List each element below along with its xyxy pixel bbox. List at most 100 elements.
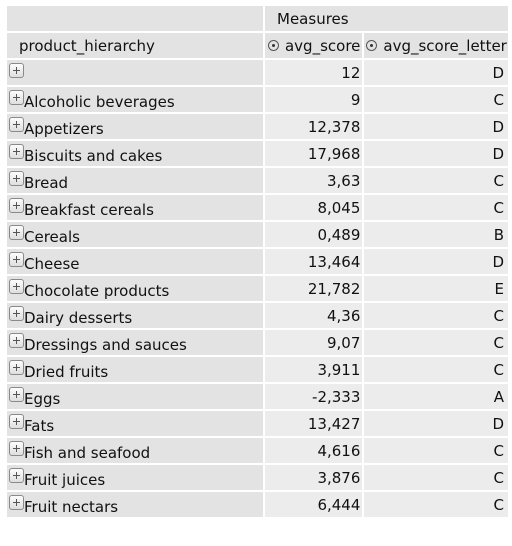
- avg-score-letter-cell: C: [364, 492, 508, 517]
- row-header: Appetizers: [7, 114, 264, 139]
- avg-score-cell: 4,616: [265, 438, 363, 463]
- avg-score-cell: 9,07: [265, 330, 363, 355]
- avg-score-cell: 17,968: [265, 141, 363, 166]
- avg-score-letter-cell: C: [364, 465, 508, 490]
- header-corner: [7, 6, 264, 31]
- header-row-columns: product_hierarchy avg_score avg_score_le…: [7, 33, 508, 58]
- avg-score-cell: 9: [265, 87, 363, 112]
- row-label: Alcoholic beverages: [24, 92, 175, 111]
- avg-score-cell: 13,427: [265, 411, 363, 436]
- row-label: Dried fruits: [24, 362, 109, 381]
- avg-score-letter-cell: E: [364, 276, 508, 301]
- expand-plus-icon[interactable]: [9, 198, 24, 214]
- avg-score-cell: 21,782: [265, 276, 363, 301]
- expand-plus-icon[interactable]: [9, 495, 24, 511]
- avg-score-header[interactable]: avg_score: [265, 33, 363, 58]
- row-header: Alcoholic beverages: [7, 87, 264, 112]
- row-label: Biscuits and cakes: [24, 146, 163, 165]
- expand-plus-icon[interactable]: [9, 63, 24, 79]
- row-header: Breakfast cereals: [7, 195, 264, 220]
- expand-plus-icon[interactable]: [9, 225, 24, 241]
- expand-plus-icon[interactable]: [9, 171, 24, 187]
- table-row: Dried fruits 3,911 C: [7, 357, 508, 382]
- avg-score-letter-header-label: avg_score_letter: [383, 36, 507, 55]
- row-label: Cheese: [24, 254, 80, 273]
- row-label: Bread: [24, 173, 69, 192]
- avg-score-letter-cell: B: [364, 222, 508, 247]
- avg-score-cell: -2,333: [265, 384, 363, 409]
- table-row: Cheese 13,464 D: [7, 249, 508, 274]
- table-row: Cereals 0,489 B: [7, 222, 508, 247]
- expand-plus-icon[interactable]: [9, 387, 24, 403]
- header-row-measures: Measures: [7, 6, 508, 31]
- table-row: Bread 3,63 C: [7, 168, 508, 193]
- row-label: Fish and seafood: [24, 443, 151, 462]
- avg-score-letter-cell: C: [364, 195, 508, 220]
- table-row: Fish and seafood 4,616 C: [7, 438, 508, 463]
- avg-score-header-label: avg_score: [284, 36, 361, 55]
- row-header: Fish and seafood: [7, 438, 264, 463]
- avg-score-letter-header[interactable]: avg_score_letter: [364, 33, 508, 58]
- table-row: Dressings and sauces 9,07 C: [7, 330, 508, 355]
- avg-score-letter-cell: C: [364, 87, 508, 112]
- avg-score-letter-cell: C: [364, 168, 508, 193]
- expand-plus-icon[interactable]: [9, 360, 24, 376]
- avg-score-cell: 8,045: [265, 195, 363, 220]
- table-row: Eggs -2,333 A: [7, 384, 508, 409]
- row-header: Dressings and sauces: [7, 330, 264, 355]
- table-row: Appetizers 12,378 D: [7, 114, 508, 139]
- row-header: Cereals: [7, 222, 264, 247]
- row-label: Fruit nectars: [24, 497, 119, 516]
- table-row: Fruit nectars 6,444 C: [7, 492, 508, 517]
- row-header: Dried fruits: [7, 357, 264, 382]
- row-header: [7, 60, 264, 85]
- row-label: Fats: [24, 416, 55, 435]
- expand-plus-icon[interactable]: [9, 306, 24, 322]
- avg-score-cell: 12: [265, 60, 363, 85]
- sort-radio-icon[interactable]: [267, 39, 279, 51]
- expand-plus-icon[interactable]: [9, 117, 24, 133]
- avg-score-cell: 0,489: [265, 222, 363, 247]
- row-header: Biscuits and cakes: [7, 141, 264, 166]
- table-row: Biscuits and cakes 17,968 D: [7, 141, 508, 166]
- expand-plus-icon[interactable]: [9, 333, 24, 349]
- measures-header[interactable]: Measures: [265, 6, 508, 31]
- avg-score-letter-cell: D: [364, 114, 508, 139]
- row-label: Fruit juices: [24, 470, 106, 489]
- avg-score-letter-cell: D: [364, 141, 508, 166]
- row-header: Chocolate products: [7, 276, 264, 301]
- row-label: Eggs: [24, 389, 61, 408]
- sort-radio-icon[interactable]: [366, 39, 378, 51]
- table-row: Alcoholic beverages 9 C: [7, 87, 508, 112]
- avg-score-cell: 6,444: [265, 492, 363, 517]
- row-header: Fats: [7, 411, 264, 436]
- expand-plus-icon[interactable]: [9, 414, 24, 430]
- avg-score-cell: 4,36: [265, 303, 363, 328]
- row-label: Appetizers: [24, 119, 104, 138]
- table-row: Chocolate products 21,782 E: [7, 276, 508, 301]
- row-label: Dairy desserts: [24, 308, 133, 327]
- table-row: Fruit juices 3,876 C: [7, 465, 508, 490]
- avg-score-cell: 3,911: [265, 357, 363, 382]
- row-label: Cereals: [24, 227, 80, 246]
- expand-plus-icon[interactable]: [9, 144, 24, 160]
- avg-score-cell: 3,63: [265, 168, 363, 193]
- expand-plus-icon[interactable]: [9, 441, 24, 457]
- table-row: 12 D: [7, 60, 508, 85]
- row-header: Eggs: [7, 384, 264, 409]
- avg-score-cell: 12,378: [265, 114, 363, 139]
- avg-score-letter-cell: C: [364, 357, 508, 382]
- expand-plus-icon[interactable]: [9, 279, 24, 295]
- row-label: Dressings and sauces: [24, 335, 187, 354]
- avg-score-letter-cell: D: [364, 60, 508, 85]
- row-dimension-header[interactable]: product_hierarchy: [7, 33, 264, 58]
- row-header: Bread: [7, 168, 264, 193]
- expand-plus-icon[interactable]: [9, 90, 24, 106]
- row-header: Fruit nectars: [7, 492, 264, 517]
- avg-score-letter-cell: C: [364, 330, 508, 355]
- avg-score-letter-cell: C: [364, 438, 508, 463]
- avg-score-cell: 13,464: [265, 249, 363, 274]
- expand-plus-icon[interactable]: [9, 252, 24, 268]
- pivot-table: Measures product_hierarchy avg_score avg…: [5, 4, 510, 519]
- expand-plus-icon[interactable]: [9, 468, 24, 484]
